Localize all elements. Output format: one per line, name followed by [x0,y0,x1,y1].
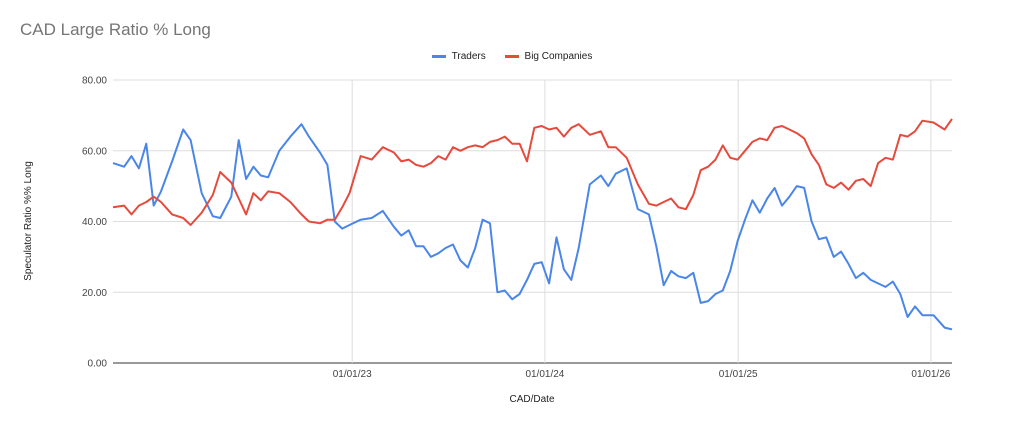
legend-item-big-companies[interactable]: Big Companies [504,51,593,62]
legend-label-traders: Traders [451,51,486,62]
y-tick-label: 20.00 [82,288,107,299]
x-axis-title: CAD/Date [509,394,554,405]
chart-title: CAD Large Ratio % Long [20,20,211,39]
gridlines [113,79,952,364]
y-tick-label: 60.00 [82,146,107,157]
legend-label-big-companies: Big Companies [524,51,593,62]
x-tick-label: 01/01/26 [911,369,950,380]
legend-item-traders[interactable]: Traders [431,51,486,62]
x-tick-label: 01/01/25 [719,369,758,380]
legend: Traders Big Companies [0,50,1024,62]
series-line-traders[interactable] [112,123,953,331]
axis-ticks: 0.00 20.00 40.00 60.00 80.00 01/01/23 01/01/24… [82,76,951,381]
legend-swatch-big-companies [504,55,519,58]
y-tick-label: 40.00 [82,217,107,228]
x-tick-label: 01/01/24 [525,369,564,380]
y-tick-label: 80.00 [82,76,107,87]
series-lines [112,118,953,331]
y-axis-title: Speculator Ratio %% Long [23,161,34,281]
legend-swatch-traders [431,55,446,58]
x-tick-label: 01/01/23 [333,369,372,380]
series-line-big-companies[interactable] [112,118,953,226]
y-tick-label: 0.00 [88,359,108,370]
